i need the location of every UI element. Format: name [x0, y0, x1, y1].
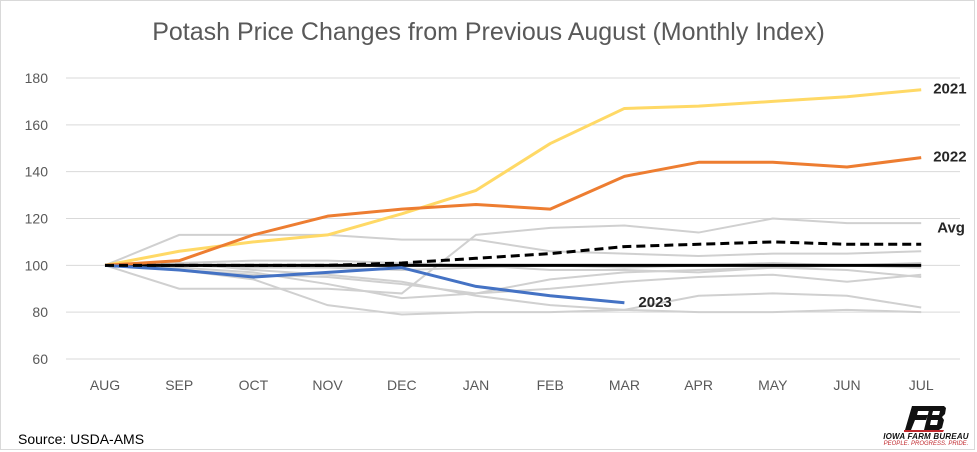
- tick-labels: 60 80 100 120 140 160 180 AUG SEP OCT NOV DEC JAN FEB…: [25, 70, 934, 393]
- series-label-avg: Avg: [937, 219, 965, 236]
- y-tick-label: 180: [25, 70, 49, 86]
- grid-lines: [66, 77, 960, 360]
- background-series-line-3: [104, 264, 922, 316]
- x-tick-label: JUL: [909, 377, 934, 393]
- y-tick-label: 80: [32, 304, 48, 320]
- background-series-line-4: [104, 261, 922, 311]
- background-series-line-5: [104, 264, 922, 300]
- y-tick-label: 60: [32, 351, 48, 367]
- logo-tagline: PEOPLE. PROGRESS. PRIDE.: [883, 441, 969, 447]
- y-tick-label: 120: [25, 211, 49, 227]
- background-series-line-1: [104, 233, 922, 267]
- x-tick-label: OCT: [239, 377, 269, 393]
- x-tick-label: APR: [684, 377, 713, 393]
- x-tick-label: NOV: [312, 377, 343, 393]
- x-tick-label: SEP: [165, 377, 193, 393]
- x-tick-label: MAR: [609, 377, 640, 393]
- background-series-group: [104, 217, 922, 316]
- farm-bureau-logo: IOWA FARM BUREAU PEOPLE. PROGRESS. PRIDE…: [880, 404, 972, 450]
- x-tick-label: AUG: [90, 377, 120, 393]
- series-label-2023: 2023: [638, 294, 671, 311]
- x-tick-label: MAY: [758, 377, 788, 393]
- series-line-avg: [105, 240, 922, 267]
- y-tick-label: 100: [25, 257, 49, 273]
- x-tick-label: DEC: [387, 377, 417, 393]
- logo-wordmark: IOWA FARM BUREAU: [883, 432, 969, 441]
- series-line-2022: [104, 156, 922, 267]
- highlighted-series-group: 2021 2022 2023 Avg: [104, 81, 967, 311]
- chart-title: Potash Price Changes from Previous Augus…: [152, 18, 825, 46]
- x-tick-label: JUN: [833, 377, 860, 393]
- x-tick-label: JAN: [463, 377, 489, 393]
- series-line-2023: [104, 263, 625, 305]
- y-tick-label: 160: [25, 117, 49, 133]
- background-series-line-7: [104, 259, 922, 274]
- series-label-2022: 2022: [933, 149, 966, 166]
- background-series-line-2: [104, 217, 922, 295]
- series-label-2021: 2021: [933, 81, 966, 98]
- farm-bureau-logo-icon: [904, 406, 946, 432]
- y-tick-label: 140: [25, 164, 49, 180]
- source-note: Source: USDA-AMS: [18, 431, 145, 447]
- series-line-2021: [104, 88, 922, 267]
- x-tick-label: FEB: [537, 377, 564, 393]
